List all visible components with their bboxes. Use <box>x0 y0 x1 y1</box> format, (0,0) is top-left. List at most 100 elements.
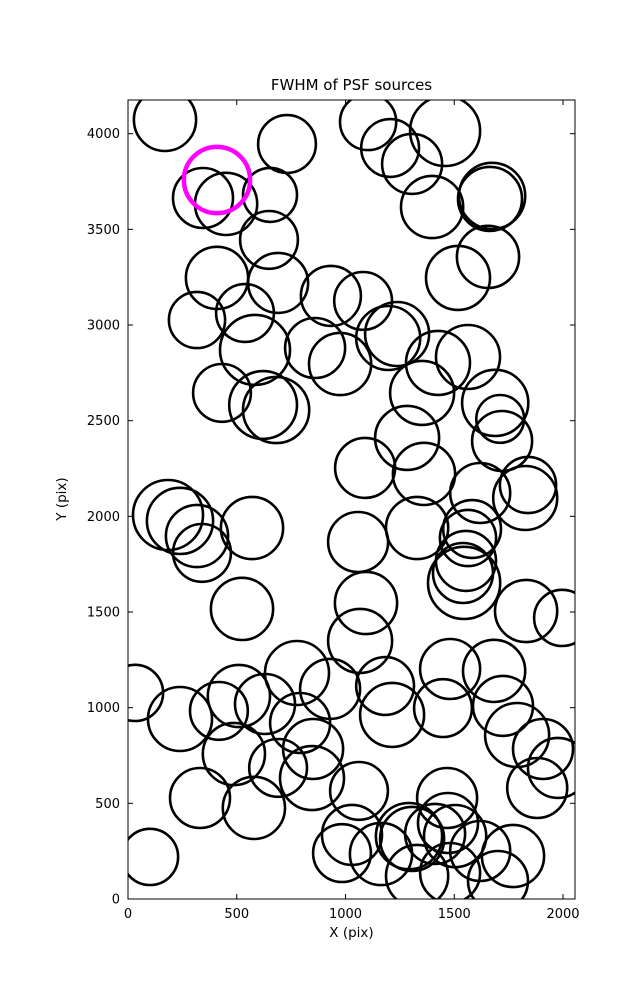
psf-circle <box>416 791 480 855</box>
psf-circle <box>241 375 311 445</box>
axes-frame <box>127 99 576 900</box>
psf-circle <box>214 282 276 344</box>
plot-title: FWHM of PSF sources <box>270 76 433 94</box>
psf-circle <box>227 369 299 441</box>
psf-circle <box>188 680 250 742</box>
psf-circle <box>457 161 527 231</box>
psf-circle <box>441 498 503 560</box>
psf-circle <box>171 522 233 584</box>
psf-circle <box>326 510 390 574</box>
highlighted-psf-circle <box>181 144 253 216</box>
x-axis-label: X (pix) <box>329 925 374 941</box>
psf-circle <box>209 576 275 642</box>
psf-circle <box>281 717 345 781</box>
psf-circle <box>256 113 318 175</box>
x-tick-label: 0 <box>124 907 132 922</box>
psf-circle <box>498 455 558 515</box>
psf-circles-group <box>128 100 575 899</box>
psf-circle <box>384 843 450 899</box>
psf-circle <box>221 775 287 841</box>
psf-circle <box>167 290 227 350</box>
psf-circle <box>358 681 426 749</box>
psf-circle <box>146 685 214 753</box>
psf-circle <box>380 132 444 196</box>
psf-circle <box>332 270 394 332</box>
psf-circle <box>128 827 180 887</box>
psf-circle <box>311 822 373 884</box>
psf-circle <box>299 264 363 328</box>
y-tick-label: 3000 <box>87 319 120 334</box>
y-tick-label: 1000 <box>87 701 120 716</box>
psf-circle <box>338 100 398 152</box>
psf-circle <box>461 638 527 704</box>
psf-circle <box>263 639 331 707</box>
psf-circle <box>132 100 198 153</box>
x-tick-label: 500 <box>224 907 249 922</box>
psf-circle <box>283 316 347 380</box>
psf-circle <box>168 766 232 830</box>
psf-circle <box>431 541 495 605</box>
psf-circle <box>480 823 546 889</box>
psf-circle <box>320 803 384 867</box>
psf-circle <box>493 578 559 644</box>
psf-circle <box>378 805 446 873</box>
psf-circle <box>246 251 310 315</box>
psf-circle <box>532 588 575 648</box>
psf-circle <box>434 323 502 391</box>
psf-circle <box>526 736 575 800</box>
psf-circle <box>448 461 512 525</box>
psf-circle <box>388 359 456 427</box>
psf-circle <box>438 508 498 568</box>
y-tick-label: 4000 <box>87 127 120 142</box>
psf-circle <box>511 717 575 781</box>
psf-circle <box>491 464 559 532</box>
psf-circle <box>247 737 309 799</box>
psf-circle <box>348 821 414 887</box>
psf-circle <box>391 441 457 507</box>
psf-circle <box>354 655 416 717</box>
psf-circle <box>191 362 253 424</box>
psf-circle <box>404 329 472 397</box>
psf-circle <box>384 495 450 561</box>
psf-circle <box>219 495 285 561</box>
psf-circle <box>466 849 530 899</box>
y-axis-label: Y (pix) <box>54 477 70 521</box>
x-tick-label: 1500 <box>438 907 471 922</box>
x-tick-label: 1000 <box>329 907 362 922</box>
psf-circle <box>363 300 431 368</box>
psf-circle <box>424 244 492 312</box>
psf-circle <box>354 304 422 372</box>
psf-circle <box>326 607 394 675</box>
psf-circle <box>373 404 441 472</box>
psf-circle <box>241 166 299 224</box>
psf-circle <box>238 209 300 271</box>
y-tick-label: 500 <box>95 797 120 812</box>
psf-circle <box>408 100 482 168</box>
psf-circle <box>399 174 465 240</box>
psf-circle <box>298 657 362 721</box>
psf-circle <box>415 766 479 830</box>
psf-circle <box>460 368 530 438</box>
psf-circle <box>426 545 502 621</box>
psf-circle <box>455 224 521 290</box>
y-tick-label: 2500 <box>87 414 120 429</box>
psf-circle <box>145 486 215 556</box>
psf-circle <box>434 529 498 593</box>
y-tick-label: 3500 <box>87 223 120 238</box>
psf-circle <box>233 672 297 736</box>
psf-circle <box>328 760 390 822</box>
psf-circle <box>359 117 421 179</box>
psf-circle <box>171 166 235 230</box>
y-tick-label: 0 <box>112 893 120 908</box>
x-tick-label: 2000 <box>546 907 579 922</box>
y-tick-label: 2000 <box>87 510 120 525</box>
psf-circle <box>505 756 569 820</box>
psf-circle <box>333 570 399 636</box>
psf-circle <box>333 436 397 500</box>
psf-circle <box>448 819 512 883</box>
psf-circle <box>278 744 346 812</box>
y-tick-label: 1500 <box>87 606 120 621</box>
psf-circle <box>418 637 482 701</box>
